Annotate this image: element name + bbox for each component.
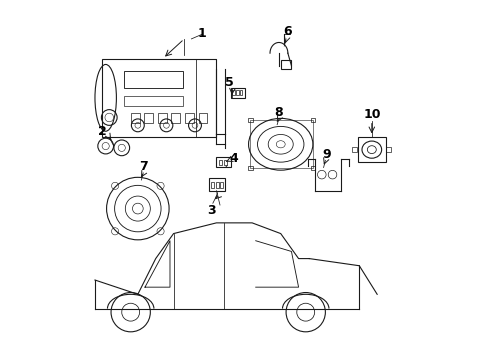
Bar [232,90,235,95]
Text: 4: 4 [230,152,239,165]
Text: 7: 7 [139,160,147,173]
Bar [172,113,180,123]
Text: 5: 5 [224,76,233,89]
Text: 1: 1 [198,27,206,40]
Bar [211,182,214,188]
Bar [131,113,140,123]
Text: 9: 9 [322,148,331,161]
Bar [185,113,194,123]
Text: 3: 3 [207,204,216,217]
Text: 6: 6 [284,25,292,38]
Text: 2: 2 [98,125,106,138]
Bar [219,160,222,165]
Bar [224,160,227,165]
Bar [144,113,153,123]
Bar [311,118,315,122]
Bar [158,113,167,123]
Bar [220,182,223,188]
Bar [236,90,239,95]
Bar [248,118,252,122]
Bar [248,166,252,170]
Text: 8: 8 [274,106,283,120]
Bar [311,166,315,170]
Text: 10: 10 [363,108,381,121]
Bar [240,90,243,95]
Bar [216,182,219,188]
Bar [198,113,207,123]
